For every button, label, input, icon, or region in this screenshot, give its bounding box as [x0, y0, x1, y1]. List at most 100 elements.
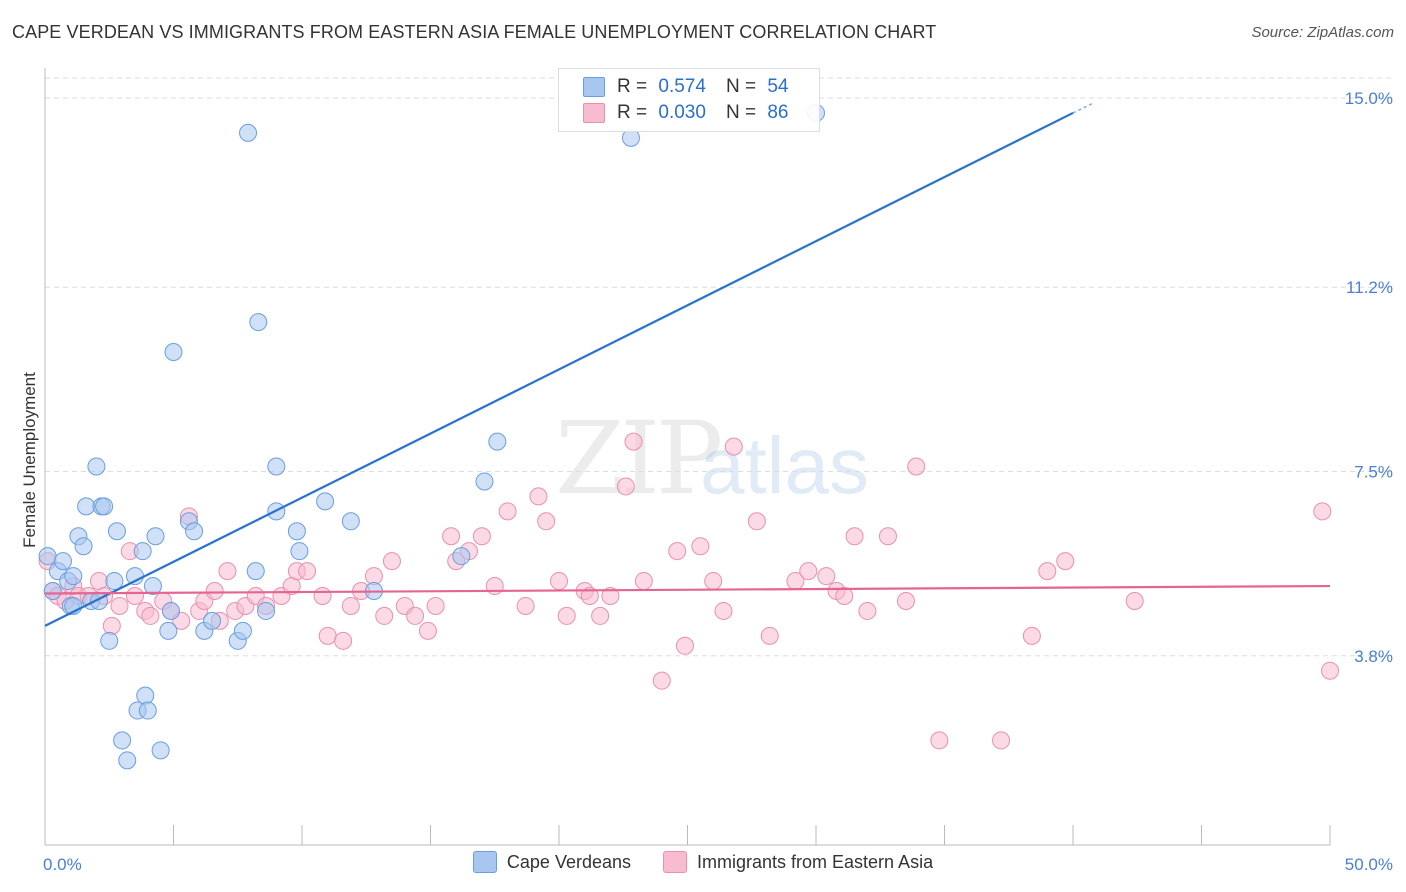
- cape-verdean-point: [341, 512, 360, 531]
- y-tick-label: 7.5%: [1354, 463, 1393, 482]
- eastern-asia-point: [1022, 626, 1041, 645]
- x-tick-label: 0.0%: [43, 855, 82, 874]
- legend-n-value: 54: [767, 76, 789, 97]
- cape-verdean-point: [43, 582, 62, 601]
- cape-verdean-point: [95, 497, 114, 516]
- eastern-asia-point: [382, 552, 401, 571]
- cape-verdean-point: [77, 497, 96, 516]
- eastern-asia-point: [845, 527, 864, 546]
- bottom-legend: Cape Verdeans Immigrants from Eastern As…: [0, 851, 1406, 873]
- eastern-asia-point: [418, 621, 437, 640]
- bottom-legend-swatch-pink: [663, 851, 687, 873]
- legend-n-label: N =: [725, 102, 757, 123]
- eastern-asia-point: [1125, 591, 1144, 610]
- eastern-asia-point: [724, 437, 743, 456]
- eastern-asia-point: [442, 527, 461, 546]
- eastern-asia-point: [334, 631, 353, 650]
- eastern-asia-point: [907, 457, 926, 476]
- eastern-asia-point: [714, 601, 733, 620]
- cape-verdean-point: [161, 601, 180, 620]
- eastern-asia-point: [557, 606, 576, 625]
- eastern-asia-point: [591, 606, 610, 625]
- cape-verdean-trendline: [44, 111, 1074, 627]
- eastern-asia-point: [634, 572, 653, 591]
- eastern-asia-point: [426, 596, 445, 615]
- legend-swatch-blue: [583, 77, 605, 97]
- cape-verdean-point: [452, 547, 471, 566]
- legend-box: R = 0.574 N = 54 R = 0.030 N = 86: [558, 68, 820, 132]
- y-tick-label: 3.8%: [1354, 647, 1393, 666]
- eastern-asia-point: [668, 542, 687, 561]
- eastern-asia-point: [878, 527, 897, 546]
- eastern-asia-point: [747, 512, 766, 531]
- eastern-asia-point: [799, 562, 818, 581]
- eastern-asia-point: [375, 606, 394, 625]
- eastern-asia-point: [704, 572, 723, 591]
- eastern-asia-point: [601, 587, 620, 605]
- legend-n-value: 86: [767, 102, 789, 123]
- eastern-asia-point: [298, 562, 317, 581]
- eastern-asia-point: [516, 596, 535, 615]
- cape-verdean-point: [105, 572, 124, 591]
- eastern-asia-point: [896, 591, 915, 610]
- cape-verdean-point: [290, 542, 309, 561]
- eastern-asia-point: [341, 596, 360, 615]
- eastern-asia-point: [1056, 552, 1075, 571]
- eastern-asia-point: [817, 567, 836, 586]
- eastern-asia-point: [529, 487, 548, 506]
- bottom-legend-cape-verdeans: Cape Verdeans: [472, 851, 631, 873]
- legend-r-value: 0.574: [658, 76, 706, 97]
- eastern-asia-point: [652, 671, 671, 690]
- watermark-zip: ZIP: [555, 400, 723, 517]
- eastern-asia-point: [835, 587, 854, 605]
- cape-verdean-point: [246, 562, 265, 581]
- cape-verdean-point: [151, 741, 170, 760]
- cape-verdean-point: [185, 522, 204, 541]
- cape-verdean-point: [164, 342, 183, 361]
- eastern-asia-point: [205, 582, 224, 601]
- cape-verdean-point: [146, 527, 165, 546]
- cape-verdean-point: [64, 567, 83, 586]
- watermark-atlas: atlas: [700, 421, 869, 510]
- eastern-asia-point: [313, 587, 332, 605]
- cape-verdean-point: [488, 432, 507, 451]
- eastern-asia-point: [550, 572, 568, 591]
- cape-verdean-point: [257, 601, 276, 620]
- legend-row-eastern-asia: R = 0.030 N = 86: [583, 101, 788, 125]
- cape-verdean-point: [143, 577, 162, 596]
- y-tick-label: 15.0%: [1345, 89, 1393, 108]
- cape-verdean-point: [133, 542, 152, 561]
- cape-verdean-point: [136, 686, 155, 705]
- eastern-asia-point: [675, 636, 694, 655]
- cape-verdean-point: [74, 537, 93, 556]
- eastern-asia-point: [406, 606, 425, 625]
- eastern-asia-point: [472, 527, 491, 546]
- eastern-asia-point: [1313, 502, 1332, 521]
- bottom-legend-eastern-asia: Immigrants from Eastern Asia: [663, 851, 933, 873]
- cape-verdean-point: [107, 522, 126, 541]
- cape-verdean-point: [100, 631, 119, 650]
- eastern-asia-point: [125, 587, 144, 605]
- legend-n-label: N =: [725, 76, 757, 97]
- cape-verdean-point: [118, 751, 137, 770]
- eastern-asia-trendline: [44, 584, 1331, 595]
- chart-title: CAPE VERDEAN VS IMMIGRANTS FROM EASTERN …: [12, 22, 937, 42]
- eastern-asia-point: [537, 512, 556, 531]
- cape-verdean-point: [138, 701, 157, 720]
- eastern-asia-point: [760, 626, 779, 645]
- eastern-asia-point: [616, 477, 635, 496]
- cape-verdean-point: [267, 457, 286, 476]
- bottom-legend-swatch-blue: [472, 851, 497, 873]
- eastern-asia-point: [318, 626, 337, 645]
- eastern-asia-point: [580, 587, 599, 605]
- legend-swatch-pink: [583, 103, 605, 123]
- cape-verdean-point: [233, 621, 252, 640]
- eastern-asia-point: [498, 502, 517, 521]
- eastern-asia-point: [110, 596, 129, 615]
- eastern-asia-point: [102, 616, 121, 635]
- legend-r-value: 0.030: [658, 102, 706, 123]
- eastern-asia-point: [930, 731, 949, 750]
- eastern-asia-point: [1321, 661, 1339, 680]
- cape-verdean-point: [53, 552, 72, 571]
